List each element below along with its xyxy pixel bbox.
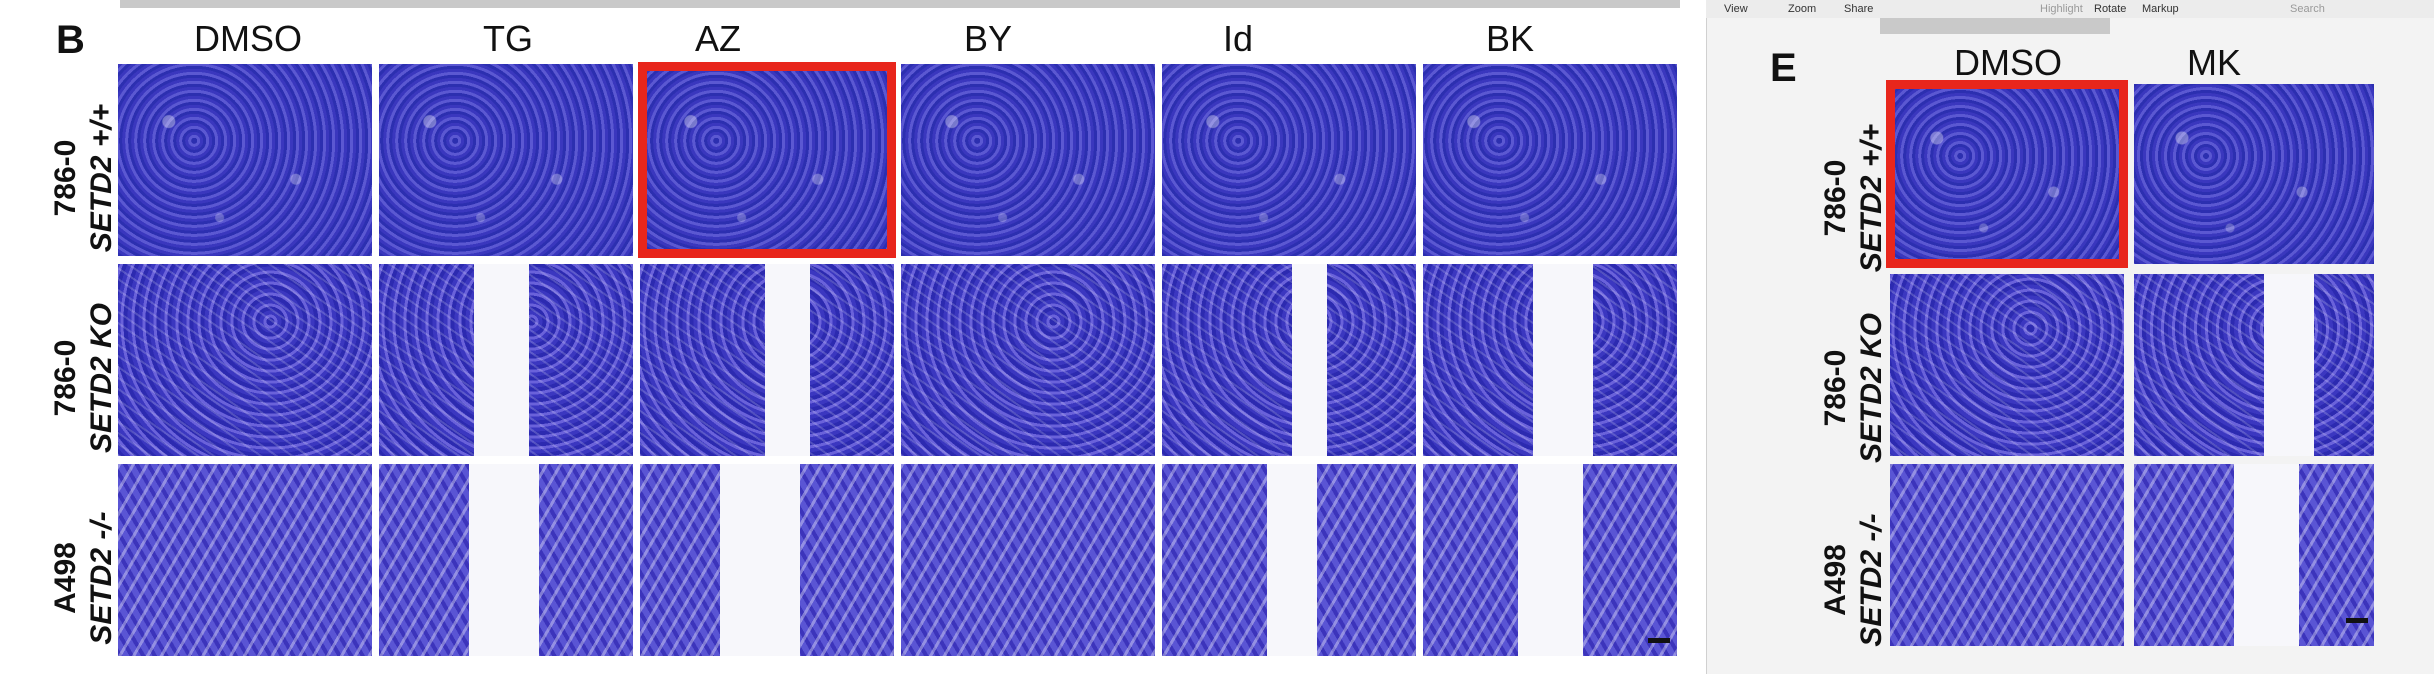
panel-e-letter: E (1770, 46, 1797, 90)
image-tile (1423, 64, 1677, 256)
row-label-2-line: 786-0 (49, 339, 82, 417)
scratch-gap (1533, 264, 1593, 456)
image-tile (1162, 264, 1416, 456)
image-tile (640, 64, 894, 256)
col-label-dmso: DMSO (194, 18, 302, 59)
image-tile (118, 264, 372, 456)
col-label-bk: BK (1485, 18, 1535, 59)
row-label-1-line: 786-0 (49, 139, 82, 217)
col-label-az: AZ (694, 18, 741, 59)
image-tile (1423, 264, 1677, 456)
scale-bar-e (2346, 618, 2368, 623)
image-tile (379, 64, 633, 256)
highlight-button[interactable]: Highlight (2040, 3, 2083, 15)
row-label-2: 786-0 SETD2 KO (48, 278, 128, 478)
image-tile (118, 64, 372, 256)
row-label-1-gene: SETD2 +/+ (85, 103, 118, 253)
row-label-e-3-line: A498 (1819, 544, 1852, 616)
view-menu[interactable]: View (1724, 3, 1748, 15)
row-label-3-gene: SETD2 -/- (85, 511, 118, 645)
image-tile (2134, 274, 2374, 456)
row-label-2-gene: SETD2 KO (85, 302, 118, 454)
col-label-e-mk: MK (2187, 42, 2241, 83)
markup-button[interactable]: Markup (2142, 3, 2179, 15)
viewer-toolbar: View Zoom Share Highlight Rotate Markup … (1706, 0, 2434, 18)
zoom-menu[interactable]: Zoom (1788, 3, 1817, 15)
scratch-gap (1292, 264, 1327, 456)
row-label-1: 786-0 SETD2 +/+ (48, 78, 128, 278)
col-label-id: Id (1222, 18, 1254, 59)
image-tile (901, 464, 1155, 656)
scratch-gap (720, 464, 800, 656)
row-label-e-2-line: 786-0 (1819, 349, 1852, 427)
image-tile (1890, 464, 2124, 646)
image-tile (1423, 464, 1677, 656)
image-tile (640, 264, 894, 456)
scratch-gap (469, 464, 539, 656)
image-tile (1162, 64, 1416, 256)
row-label-e-2-gene: SETD2 KO (1855, 312, 1888, 464)
row-label-3-line: A498 (49, 542, 82, 614)
search-field[interactable]: Search (2290, 3, 2325, 15)
col-label-by: BY (963, 18, 1013, 59)
scratch-gap (2264, 274, 2314, 456)
col-label-e-dmso: DMSO (1954, 42, 2062, 83)
image-tile (379, 464, 633, 656)
image-tile (1890, 84, 2124, 264)
previous-figure-strip (120, 0, 1680, 8)
image-tile (2134, 84, 2374, 264)
scratch-gap (2234, 464, 2299, 646)
panel-b-letter: B (56, 18, 85, 62)
scratch-gap (765, 264, 810, 456)
scale-bar (1648, 638, 1670, 643)
row-label-e-2: 786-0 SETD2 KO (1818, 288, 1898, 488)
image-tile (1162, 464, 1416, 656)
scratch-gap (1518, 464, 1583, 656)
image-tile (2134, 464, 2374, 646)
row-label-e-1-gene: SETD2 +/+ (1855, 123, 1888, 273)
row-label-3: A498 SETD2 -/- (48, 478, 128, 678)
scratch-gap (474, 264, 529, 456)
image-tile (118, 464, 372, 656)
row-label-e-3-gene: SETD2 -/- (1855, 513, 1888, 647)
image-tile (901, 64, 1155, 256)
highlight-frame-e (1886, 80, 2128, 268)
row-label-e-1-line: 786-0 (1819, 159, 1852, 237)
share-button[interactable]: Share (1844, 3, 1874, 15)
image-tile (379, 264, 633, 456)
image-tile (901, 264, 1155, 456)
previous-figure-strip-right (1880, 18, 2110, 34)
image-tile (1890, 274, 2124, 456)
scratch-gap (1267, 464, 1317, 656)
col-label-tg: TG (483, 18, 533, 59)
highlight-frame (638, 62, 896, 258)
row-label-e-3: A498 SETD2 -/- (1818, 480, 1898, 680)
rotate-button[interactable]: Rotate (2094, 3, 2127, 15)
image-tile (640, 464, 894, 656)
